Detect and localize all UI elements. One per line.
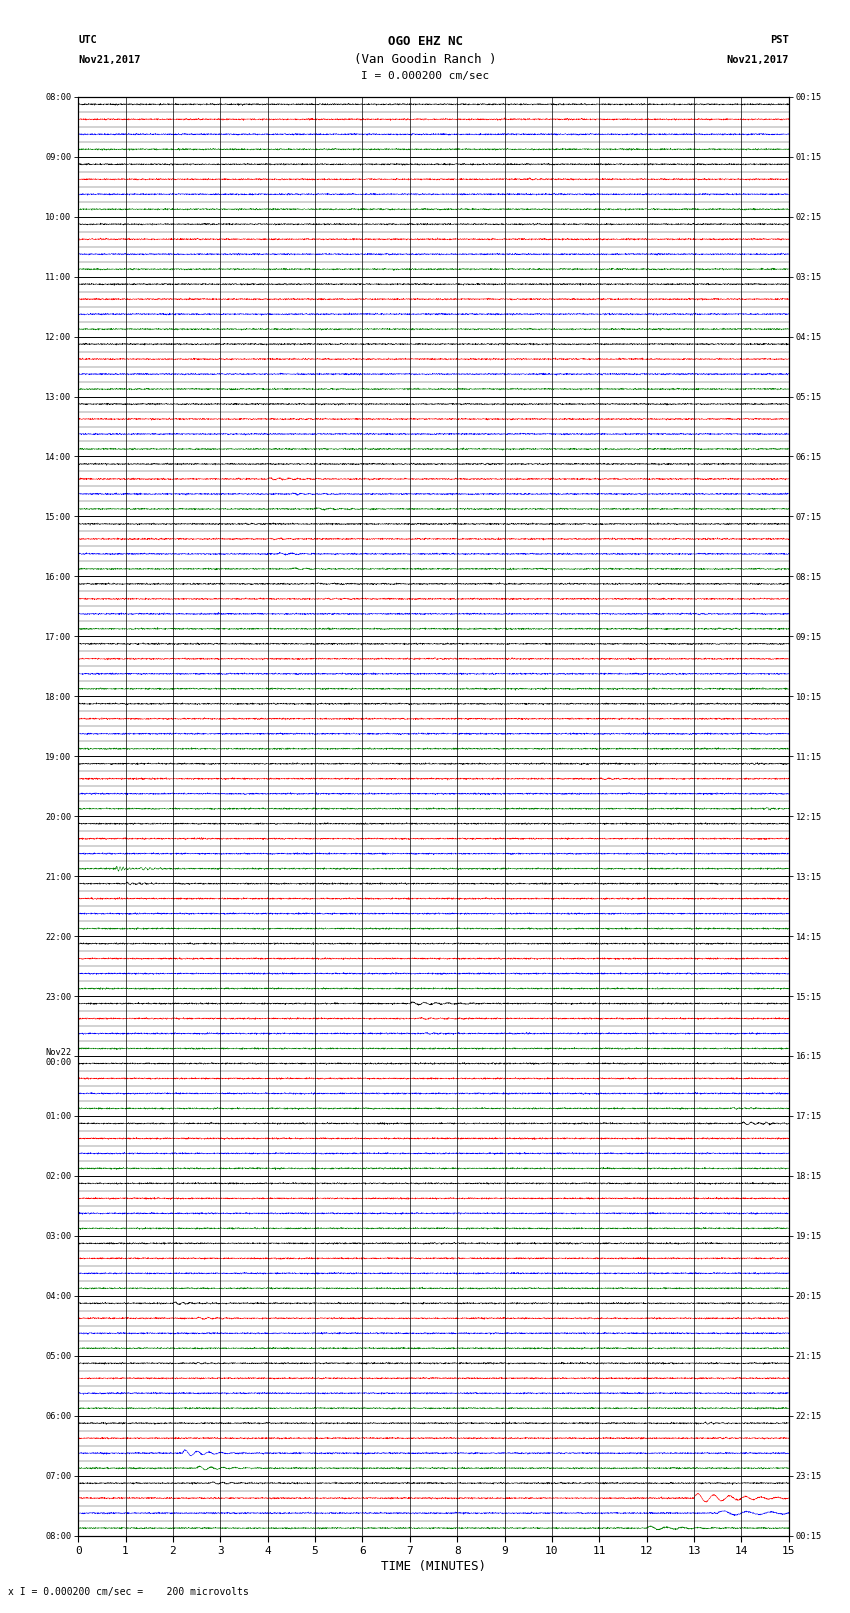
Text: UTC: UTC bbox=[78, 35, 97, 45]
Text: PST: PST bbox=[770, 35, 789, 45]
Text: OGO EHZ NC: OGO EHZ NC bbox=[388, 35, 462, 48]
Text: I = 0.000200 cm/sec: I = 0.000200 cm/sec bbox=[361, 71, 489, 81]
Text: Nov21,2017: Nov21,2017 bbox=[78, 55, 141, 65]
Text: x I = 0.000200 cm/sec =    200 microvolts: x I = 0.000200 cm/sec = 200 microvolts bbox=[8, 1587, 249, 1597]
X-axis label: TIME (MINUTES): TIME (MINUTES) bbox=[381, 1560, 486, 1573]
Text: Nov21,2017: Nov21,2017 bbox=[726, 55, 789, 65]
Text: (Van Goodin Ranch ): (Van Goodin Ranch ) bbox=[354, 53, 496, 66]
